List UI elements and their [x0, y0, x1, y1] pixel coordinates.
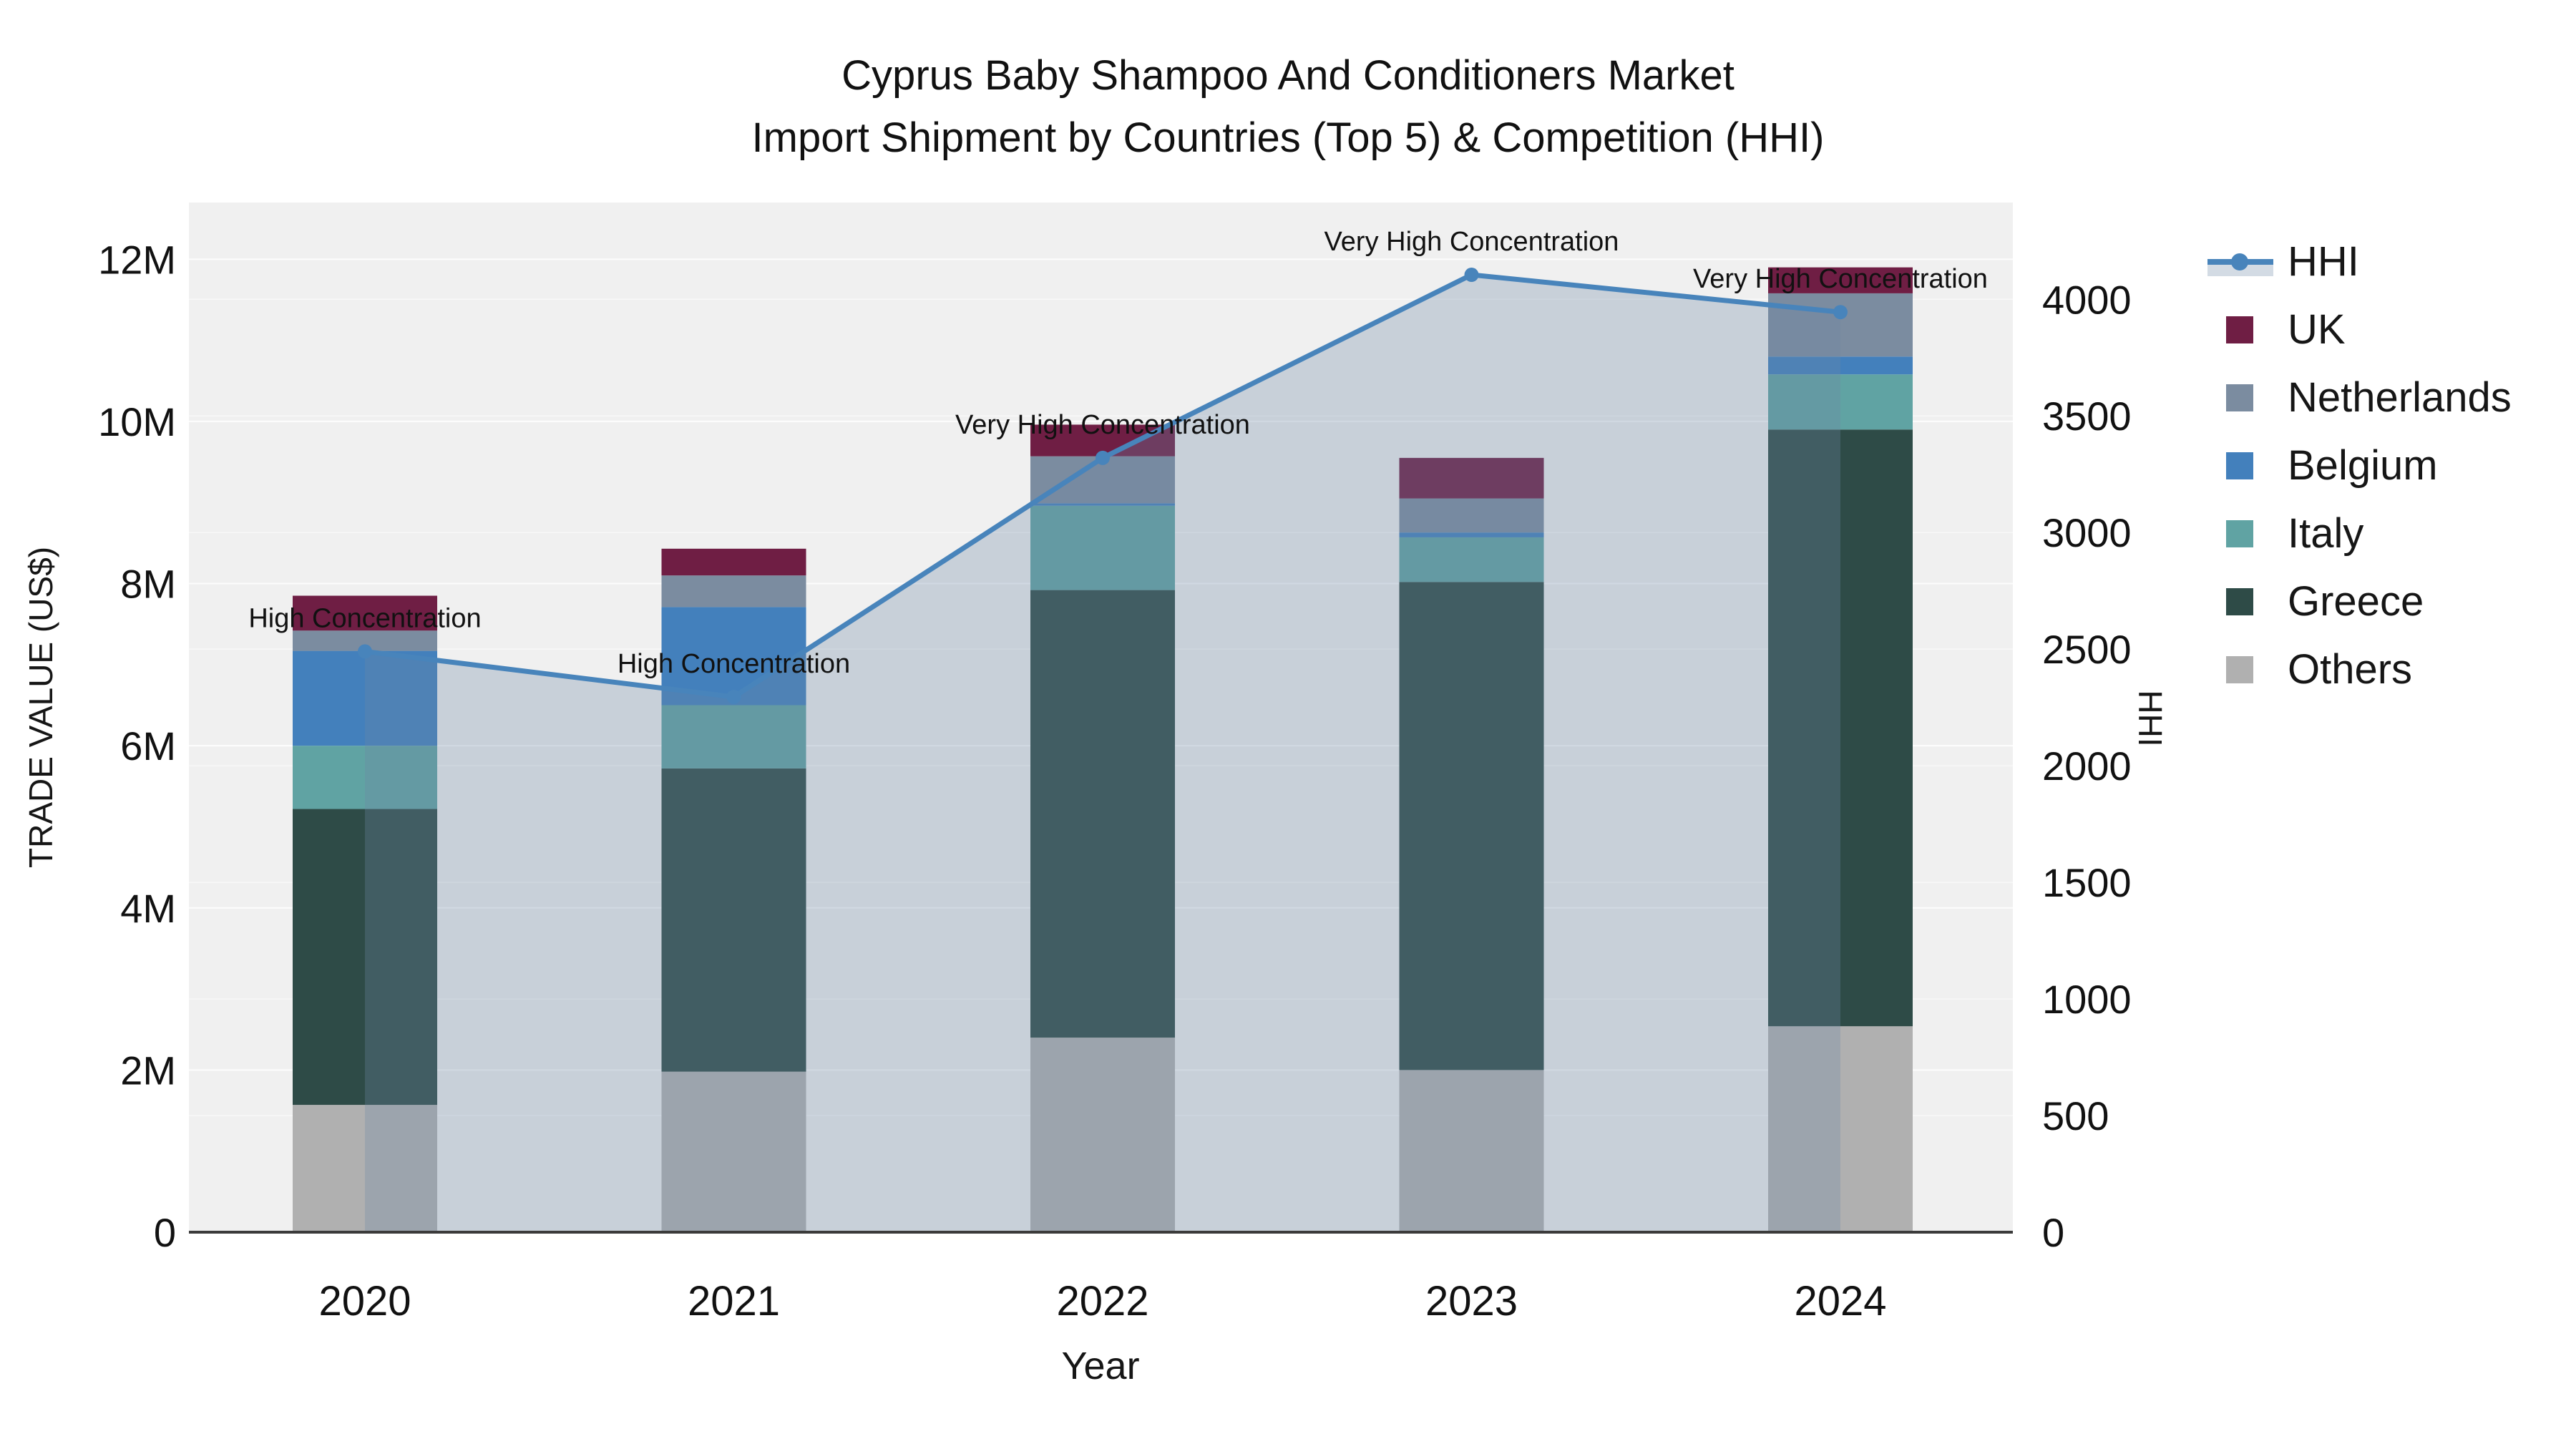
bar-segment-2021-italy[interactable]: [661, 705, 806, 769]
bar-segment-2021-others[interactable]: [661, 1071, 806, 1232]
bar-segment-2022-others[interactable]: [1030, 1038, 1175, 1232]
bar-segment-2023-belgium[interactable]: [1399, 532, 1544, 537]
legend-item-italy[interactable]: Italy: [2207, 499, 2512, 567]
legend-label: Greece: [2288, 578, 2424, 625]
legend-item-belgium[interactable]: Belgium: [2207, 431, 2512, 499]
legend-label: Others: [2288, 646, 2413, 693]
swatch-uk: [2226, 316, 2253, 343]
legend-label: Netherlands: [2288, 374, 2512, 421]
bar-segment-2021-uk[interactable]: [661, 548, 806, 576]
legend-label: Italy: [2288, 510, 2364, 557]
bar-segment-2024-italy[interactable]: [1768, 374, 1913, 430]
bar-segment-2024-belgium[interactable]: [1768, 356, 1913, 375]
color-swatch-icon: [2207, 376, 2279, 419]
bar-segment-2023-others[interactable]: [1399, 1070, 1544, 1232]
hhi-line-icon: [2207, 240, 2279, 283]
bar-segment-2020-others[interactable]: [293, 1105, 437, 1232]
swatch-others: [2226, 655, 2253, 683]
x-tick-2022[interactable]: 2022: [1056, 1278, 1148, 1324]
bar-segment-2024-others[interactable]: [1768, 1026, 1913, 1232]
bar-segment-2022-belgium[interactable]: [1030, 503, 1175, 506]
bar-segment-2020-belgium[interactable]: [293, 650, 437, 746]
bar-segment-2022-italy[interactable]: [1030, 505, 1175, 590]
annotation-2023: Very High Concentration: [1324, 227, 1619, 257]
color-swatch-icon: [2207, 308, 2279, 351]
legend-item-hhi[interactable]: HHI: [2207, 228, 2512, 296]
y-left-tick-0: 0: [154, 1210, 176, 1255]
hhi-marker-2024[interactable]: [1833, 305, 1848, 320]
annotation-2020: High Concentration: [248, 603, 481, 633]
bar-segment-2020-uk[interactable]: [293, 595, 437, 631]
x-tick-2020[interactable]: 2020: [318, 1278, 411, 1324]
hhi-marker-2023[interactable]: [1464, 268, 1479, 283]
annotation-2022: Very High Concentration: [955, 410, 1250, 440]
y-right-tick-2500: 2500: [2042, 627, 2132, 672]
legend: HHI UK Netherlands Belgium Italy Greece Others: [2207, 228, 2512, 703]
y-left-tick-2M: 2M: [120, 1048, 176, 1093]
y-right-tick-3000: 3000: [2042, 510, 2132, 555]
bar-segment-2024-greece[interactable]: [1768, 429, 1913, 1027]
bar-segment-2023-uk[interactable]: [1399, 457, 1544, 499]
bar-segment-2024-netherlands[interactable]: [1768, 293, 1913, 357]
legend-item-netherlands[interactable]: Netherlands: [2207, 364, 2512, 431]
y-left-tick-4M: 4M: [120, 886, 176, 931]
y-right-tick-2000: 2000: [2042, 743, 2132, 789]
hhi-area-fill: [365, 275, 1840, 1232]
y-right-tick-0: 0: [2042, 1210, 2064, 1255]
bar-segment-2023-netherlands[interactable]: [1399, 498, 1544, 533]
chart-title: Cyprus Baby Shampoo And Conditioners Mar…: [716, 44, 1860, 169]
bar-segment-2024-uk[interactable]: [1768, 267, 1913, 293]
hhi-marker-sample: [2231, 253, 2248, 270]
y-right-tick-3500: 3500: [2042, 394, 2132, 439]
y-axis-right-title: HHI: [2132, 690, 2169, 747]
y-axis-left-title: TRADE VALUE (US$): [22, 546, 59, 868]
bar-segment-2021-greece[interactable]: [661, 768, 806, 1072]
bar-segment-2021-netherlands[interactable]: [661, 575, 806, 608]
bar-segment-2023-italy[interactable]: [1399, 537, 1544, 582]
swatch-belgium: [2226, 452, 2253, 479]
hhi-marker-2022[interactable]: [1096, 450, 1110, 465]
y-right-tick-1500: 1500: [2042, 860, 2132, 905]
legend-item-greece[interactable]: Greece: [2207, 567, 2512, 635]
legend-label: UK: [2288, 306, 2346, 353]
hhi-marker-2021[interactable]: [726, 689, 741, 704]
bar-segment-2022-greece[interactable]: [1030, 590, 1175, 1038]
bar-segment-2020-italy[interactable]: [293, 746, 437, 809]
y-right-tick-4000: 4000: [2042, 277, 2132, 322]
x-axis-title: Year: [1061, 1345, 1140, 1387]
annotation-2021: High Concentration: [618, 649, 850, 679]
x-tick-2024[interactable]: 2024: [1794, 1278, 1886, 1324]
swatch-italy: [2226, 519, 2253, 547]
legend-item-uk[interactable]: UK: [2207, 296, 2512, 364]
bar-segment-2020-greece[interactable]: [293, 809, 437, 1106]
y-left-tick-8M: 8M: [120, 562, 176, 607]
annotation-2024: Very High Concentration: [1693, 264, 1988, 294]
swatch-netherlands: [2226, 384, 2253, 411]
color-swatch-icon: [2207, 580, 2279, 623]
color-swatch-icon: [2207, 512, 2279, 555]
legend-label: Belgium: [2288, 442, 2438, 489]
hhi-marker-2020[interactable]: [358, 644, 372, 659]
legend-label: HHI: [2288, 238, 2359, 285]
chart-title-line1: Cyprus Baby Shampoo And Conditioners Mar…: [841, 52, 1735, 99]
bar-segment-2023-greece[interactable]: [1399, 582, 1544, 1070]
legend-item-others[interactable]: Others: [2207, 635, 2512, 703]
x-tick-2023[interactable]: 2023: [1425, 1278, 1518, 1324]
y-right-tick-1000: 1000: [2042, 977, 2132, 1022]
y-right-tick-500: 500: [2042, 1093, 2109, 1138]
swatch-greece: [2226, 587, 2253, 615]
x-tick-2021[interactable]: 2021: [688, 1278, 780, 1324]
color-swatch-icon: [2207, 648, 2279, 691]
y-left-tick-12M: 12M: [98, 237, 176, 282]
color-swatch-icon: [2207, 444, 2279, 487]
y-left-tick-6M: 6M: [120, 723, 176, 769]
chart-title-line2: Import Shipment by Countries (Top 5) & C…: [751, 114, 1825, 161]
y-left-tick-10M: 10M: [98, 399, 176, 444]
